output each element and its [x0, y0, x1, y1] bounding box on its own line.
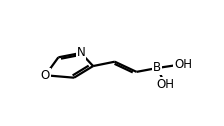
- Text: B: B: [153, 61, 162, 74]
- Text: N: N: [77, 46, 85, 59]
- Text: OH: OH: [174, 58, 192, 71]
- Text: O: O: [41, 69, 50, 82]
- Text: OH: OH: [156, 78, 174, 91]
